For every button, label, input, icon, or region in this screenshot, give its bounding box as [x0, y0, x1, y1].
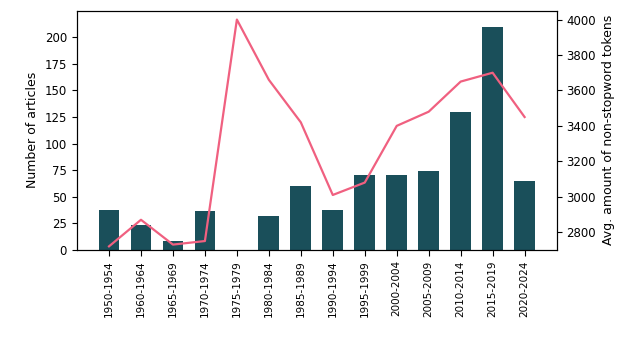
- Bar: [387, 176, 407, 250]
- Bar: [419, 171, 439, 250]
- Bar: [163, 241, 183, 250]
- Bar: [195, 211, 215, 250]
- Bar: [291, 186, 311, 250]
- Bar: [259, 216, 279, 250]
- Bar: [514, 181, 535, 250]
- Bar: [131, 226, 152, 250]
- Bar: [323, 210, 343, 250]
- Y-axis label: Number of articles: Number of articles: [26, 72, 39, 188]
- Bar: [99, 210, 120, 250]
- Bar: [451, 112, 471, 250]
- Y-axis label: Avg. amount of non-stopword tokens: Avg. amount of non-stopword tokens: [602, 15, 614, 245]
- Bar: [482, 27, 503, 250]
- Bar: [355, 176, 375, 250]
